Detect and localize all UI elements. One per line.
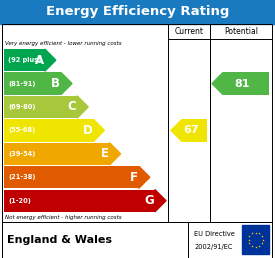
Bar: [4, 166, 139, 188]
Bar: [0, 0, 275, 24]
Text: (69-80): (69-80): [8, 104, 35, 110]
Polygon shape: [171, 119, 182, 142]
Text: F: F: [130, 171, 138, 184]
Text: B: B: [51, 77, 60, 90]
Text: Energy Efficiency Rating: Energy Efficiency Rating: [46, 5, 229, 19]
Text: C: C: [67, 100, 76, 114]
Polygon shape: [212, 72, 223, 95]
Bar: [242, 225, 269, 254]
Text: D: D: [82, 124, 92, 137]
Bar: [4, 143, 109, 165]
Bar: [182, 119, 207, 142]
Bar: [223, 72, 269, 95]
Polygon shape: [109, 143, 121, 165]
Bar: [2, 24, 272, 222]
Polygon shape: [139, 166, 150, 188]
Bar: [4, 119, 93, 142]
Polygon shape: [61, 72, 72, 95]
Text: Current: Current: [175, 27, 204, 36]
Text: (1-20): (1-20): [8, 198, 31, 204]
Text: (39-54): (39-54): [8, 151, 35, 157]
Text: 81: 81: [235, 78, 250, 88]
Bar: [4, 96, 77, 118]
Text: 2002/91/EC: 2002/91/EC: [195, 244, 233, 250]
Text: Potential: Potential: [224, 27, 258, 36]
Bar: [4, 49, 45, 71]
Text: (21-38): (21-38): [8, 174, 35, 180]
Polygon shape: [77, 96, 88, 118]
Polygon shape: [45, 49, 56, 71]
Text: A: A: [35, 54, 44, 67]
Polygon shape: [93, 119, 104, 142]
Text: Very energy efficient - lower running costs: Very energy efficient - lower running co…: [5, 41, 122, 46]
Text: E: E: [101, 147, 109, 160]
Text: EU Directive: EU Directive: [194, 231, 234, 237]
Text: Not energy efficient - higher running costs: Not energy efficient - higher running co…: [5, 215, 122, 220]
Text: 67: 67: [183, 125, 199, 135]
Bar: [2, 222, 272, 258]
Text: (81-91): (81-91): [8, 80, 35, 86]
Text: England & Wales: England & Wales: [7, 235, 112, 245]
Bar: [4, 72, 61, 95]
Polygon shape: [155, 190, 166, 212]
Text: (92 plus): (92 plus): [8, 57, 41, 63]
Text: G: G: [144, 194, 154, 207]
Bar: [4, 190, 155, 212]
Text: (55-68): (55-68): [8, 127, 35, 133]
